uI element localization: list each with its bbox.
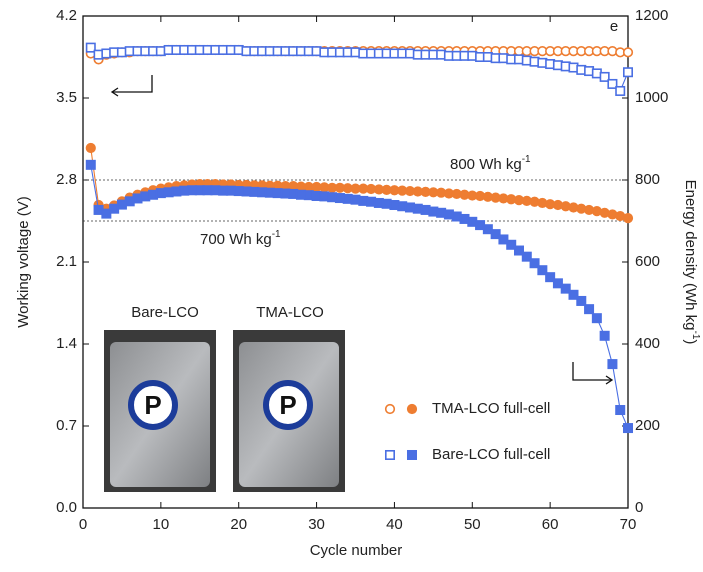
data-point [537,265,548,276]
y-tick-label: 0.0 [56,499,77,516]
data-point [622,67,633,78]
data-point [560,283,571,294]
y-tick-label: 4.2 [56,7,77,24]
x-tick-label: 40 [386,516,403,533]
x-tick-label: 30 [308,516,325,533]
data-point [513,245,524,256]
legend-label: TMA-LCO full-cell [432,400,550,417]
svg-text:P: P [279,390,296,420]
y-axis-title: Working voltage (V) [15,196,32,327]
data-point [568,289,579,300]
x-tick-label: 60 [542,516,559,533]
data-point [490,229,501,240]
data-point [615,85,626,96]
energy-series [85,159,633,434]
y2-tick-label: 800 [635,171,660,188]
y2-axis-title: Energy density (Wh kg-1) [682,180,701,345]
x-tick-label: 10 [153,516,170,533]
y2-tick-label: 0 [635,499,643,516]
y2-tick-label: 400 [635,335,660,352]
y-tick-label: 2.1 [56,253,77,270]
data-point [622,423,633,434]
reference-label-text: 700 Wh kg [200,231,272,248]
panel-label: e [610,18,618,35]
data-point [406,403,418,415]
x-tick-label: 70 [620,516,637,533]
data-point [622,213,634,224]
data-point [521,251,532,262]
x-axis-title: Cycle number [310,542,403,559]
y2-tick-label: 600 [635,253,660,270]
data-point [529,258,540,269]
y-tick-label: 0.7 [56,417,77,434]
x-tick-label: 0 [79,516,87,533]
x-tick-label: 20 [230,516,247,533]
reference-label-text: 800 Wh kg [450,156,522,173]
data-point [384,403,396,415]
photo: P P [104,330,345,492]
data-point [599,330,610,341]
data-point [584,304,595,315]
data-point [85,159,96,170]
data-point [498,234,509,245]
reference-label: 800 Wh kg-1 [450,154,531,173]
y2-tick-label: 1200 [635,7,668,24]
data-point [552,278,563,289]
x-tick-label: 50 [464,516,481,533]
photo-label: Bare-LCO [131,304,199,321]
data-point [545,272,556,283]
y2-title-end: ) [682,339,699,344]
y2-title-sup: -1 [690,331,701,340]
y2-tick-label: 200 [635,417,660,434]
reference-label: 700 Wh kg-1 [200,229,281,248]
voltage-series [85,42,633,96]
svg-text:P: P [144,390,161,420]
arrows [110,75,614,385]
y2-title-text: Energy density (Wh kg [682,180,699,331]
photo-label: TMA-LCO [256,304,324,321]
data-point [622,47,634,58]
data-point [85,142,96,154]
y-tick-label: 2.8 [56,171,77,188]
data-point [576,295,587,306]
data-point [591,313,602,324]
data-point [406,449,417,460]
data-point [85,42,96,53]
data-point [599,71,610,82]
data-point [615,405,626,416]
data-point [506,239,517,250]
energy-series [85,142,634,224]
legend-label: Bare-LCO full-cell [432,446,550,463]
reference-label-sup: -1 [522,154,531,165]
y-tick-label: 1.4 [56,335,77,352]
data-point [607,359,618,370]
reference-label-sup: -1 [272,229,281,240]
data-point [384,449,395,460]
y-tick-label: 3.5 [56,89,77,106]
data-point [607,78,618,89]
y2-tick-label: 1000 [635,89,668,106]
